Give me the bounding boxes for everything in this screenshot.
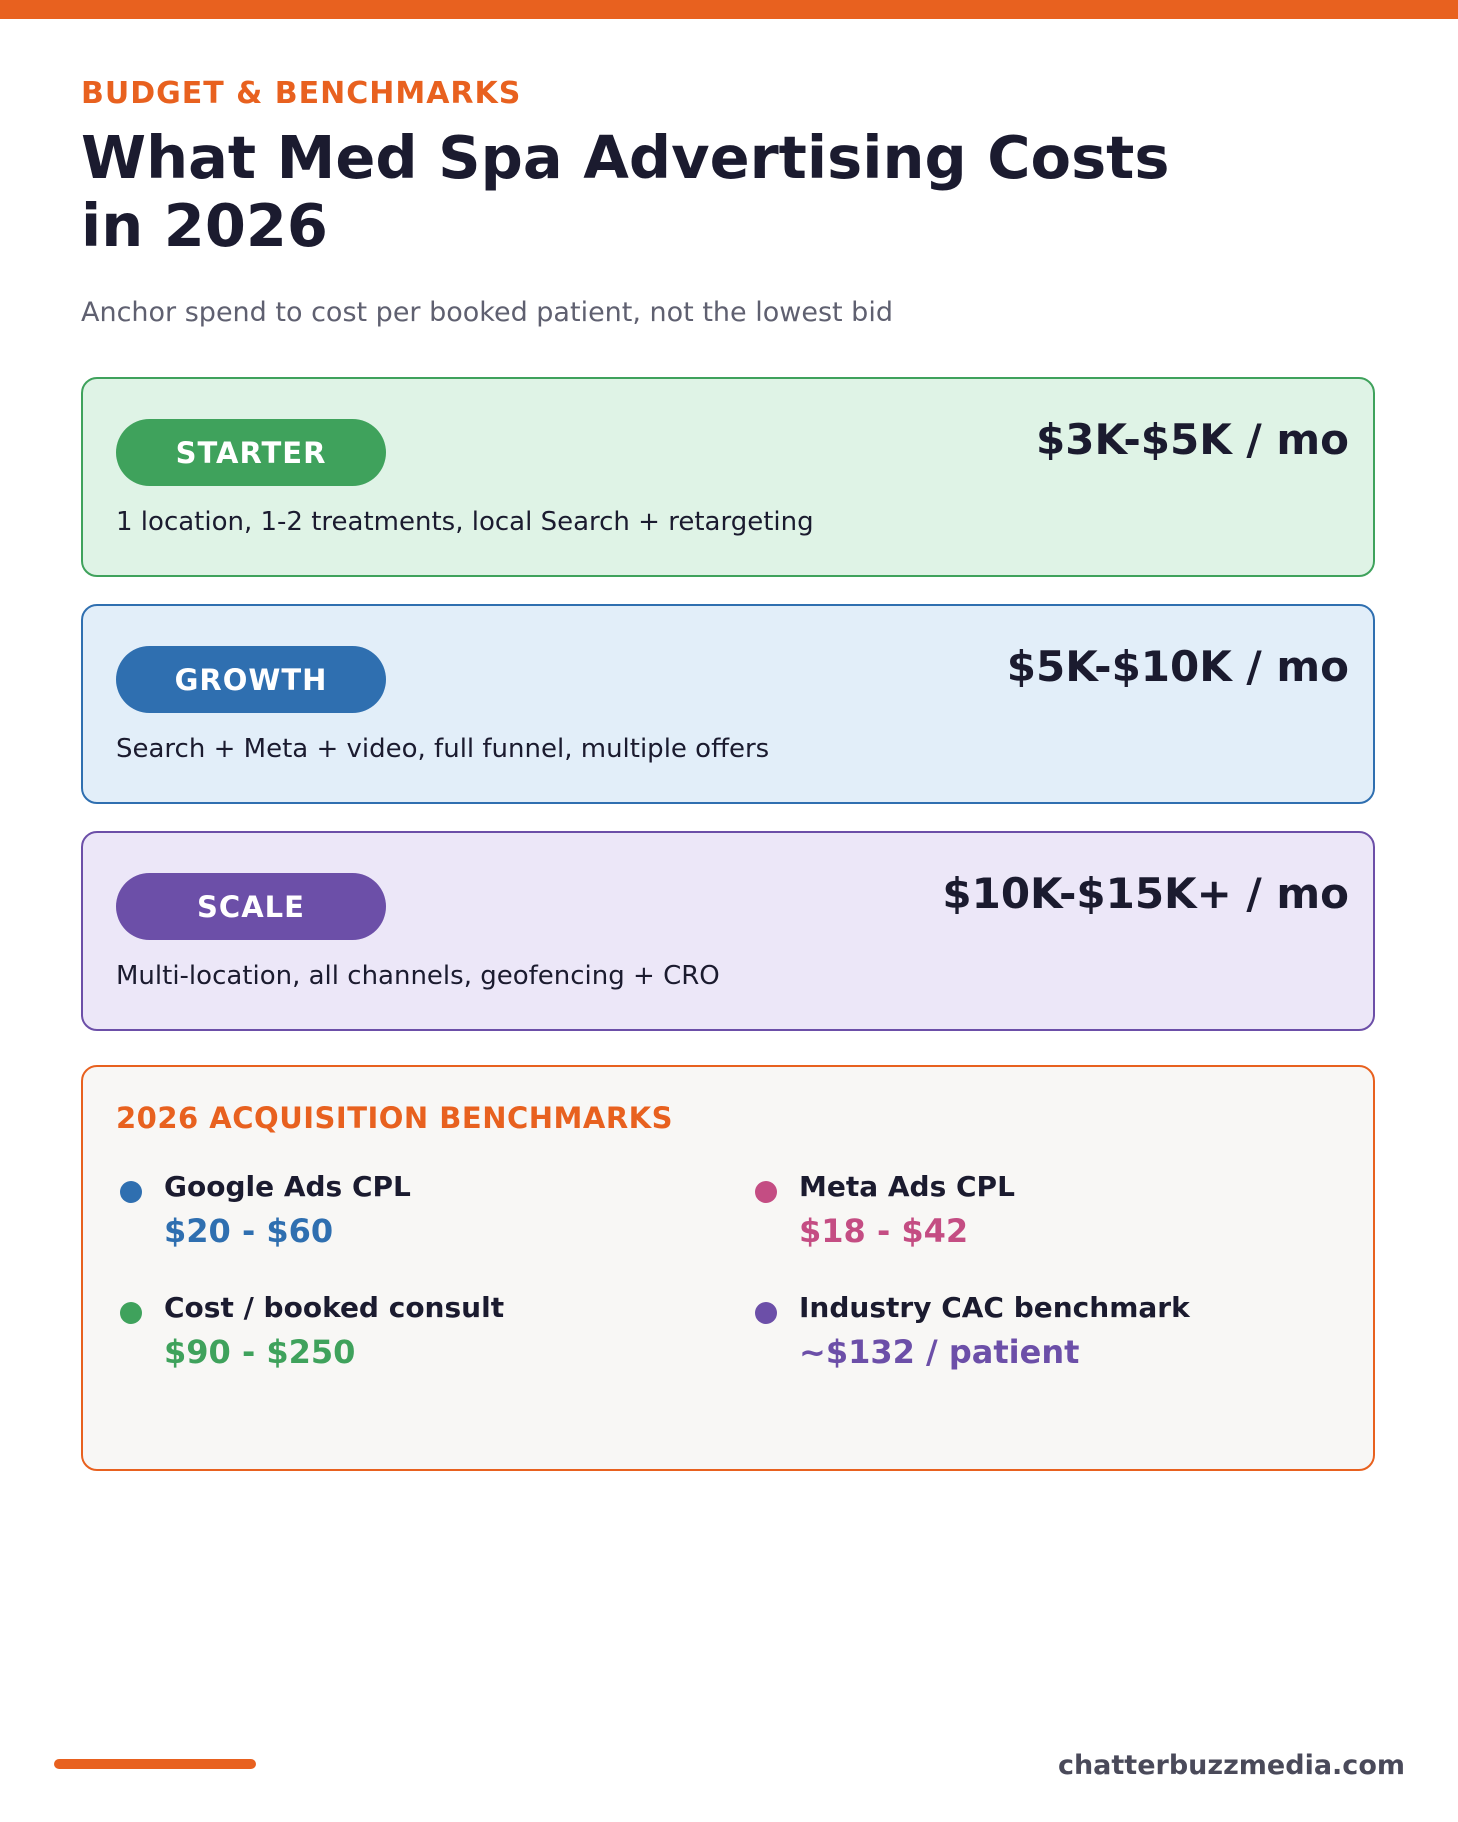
top-accent-bar <box>0 0 1458 19</box>
benchmarks-title: 2026 ACQUISITION BENCHMARKS <box>116 1101 674 1135</box>
bullet-dot-icon <box>755 1302 777 1324</box>
benchmark-cost-per-booked-consult: Cost / booked consult $90 - $250 <box>116 1291 676 1381</box>
benchmark-value: ~$132 / patient <box>799 1333 1080 1371</box>
benchmark-value: $18 - $42 <box>799 1212 969 1250</box>
page-subtitle: Anchor spend to cost per booked patient,… <box>81 297 893 328</box>
eyebrow-label: BUDGET & BENCHMARKS <box>81 76 522 111</box>
benchmark-label: Meta Ads CPL <box>799 1170 1015 1203</box>
tier-badge-starter: STARTER <box>116 419 386 486</box>
tier-description-scale: Multi-location, all channels, geofencing… <box>116 961 720 991</box>
benchmark-label: Google Ads CPL <box>164 1170 411 1203</box>
bullet-dot-icon <box>120 1302 142 1324</box>
benchmark-label: Cost / booked consult <box>164 1291 505 1324</box>
tier-description-growth: Search + Meta + video, full funnel, mult… <box>116 734 770 764</box>
tier-card-starter: STARTER $3K-$5K / mo 1 location, 1-2 tre… <box>81 377 1375 577</box>
benchmark-value: $90 - $250 <box>164 1333 356 1371</box>
benchmark-google-ads-cpl: Google Ads CPL $20 - $60 <box>116 1170 676 1260</box>
tier-badge-scale: SCALE <box>116 873 386 940</box>
tier-badge-growth: GROWTH <box>116 646 386 713</box>
tier-price-scale: $10K-$15K+ / mo <box>942 869 1349 918</box>
footer-accent-rule <box>54 1759 256 1769</box>
benchmark-label: Industry CAC benchmark <box>799 1291 1190 1324</box>
benchmarks-panel: 2026 ACQUISITION BENCHMARKS Google Ads C… <box>81 1065 1375 1471</box>
tier-card-scale: SCALE $10K-$15K+ / mo Multi-location, al… <box>81 831 1375 1031</box>
footer-website: chatterbuzzmedia.com <box>1057 1750 1405 1781</box>
benchmark-meta-ads-cpl: Meta Ads CPL $18 - $42 <box>751 1170 1311 1260</box>
page-title: What Med Spa Advertising Costs in 2026 <box>81 123 1170 260</box>
tier-price-starter: $3K-$5K / mo <box>1036 415 1349 464</box>
tier-description-starter: 1 location, 1-2 treatments, local Search… <box>116 507 814 537</box>
bullet-dot-icon <box>755 1181 777 1203</box>
bullet-dot-icon <box>120 1181 142 1203</box>
benchmark-value: $20 - $60 <box>164 1212 334 1250</box>
tier-card-growth: GROWTH $5K-$10K / mo Search + Meta + vid… <box>81 604 1375 804</box>
tier-price-growth: $5K-$10K / mo <box>1006 642 1349 691</box>
benchmark-industry-cac: Industry CAC benchmark ~$132 / patient <box>751 1291 1311 1381</box>
